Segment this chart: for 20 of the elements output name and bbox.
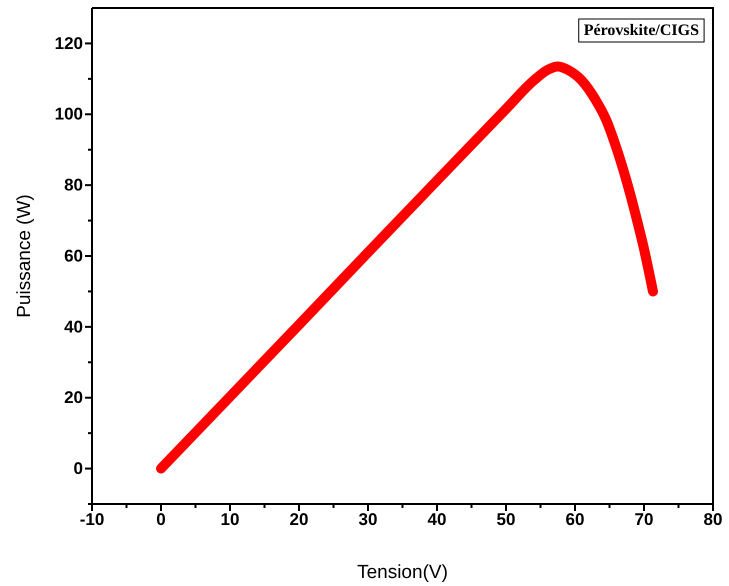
x-tick-label: 80 [704,510,722,530]
x-tick-label: 60 [566,510,584,530]
y-axis-title: Puissance (W) [14,194,35,318]
y-tick-label: 80 [64,176,83,195]
x-tick-label: 30 [358,510,378,530]
x-tick-label: 50 [496,510,516,530]
y-tick-label: 100 [54,104,83,124]
x-tick-label: 40 [428,510,446,530]
y-tick-label: 0 [74,459,83,478]
x-tick-label: 20 [290,510,308,530]
y-tick-label: 20 [64,388,83,408]
x-tick-label: 70 [634,510,654,530]
y-tick-label: 120 [54,34,83,53]
x-axis-title: Tension(V) [357,562,448,583]
x-tick-label: 10 [220,510,240,530]
x-tick-label: 0 [156,510,166,530]
x-tick-label: -10 [80,510,104,530]
y-tick-label: 40 [64,317,83,336]
annotation: Pérovskite/CIGS [584,22,700,39]
y-tick-label: 60 [64,246,83,266]
